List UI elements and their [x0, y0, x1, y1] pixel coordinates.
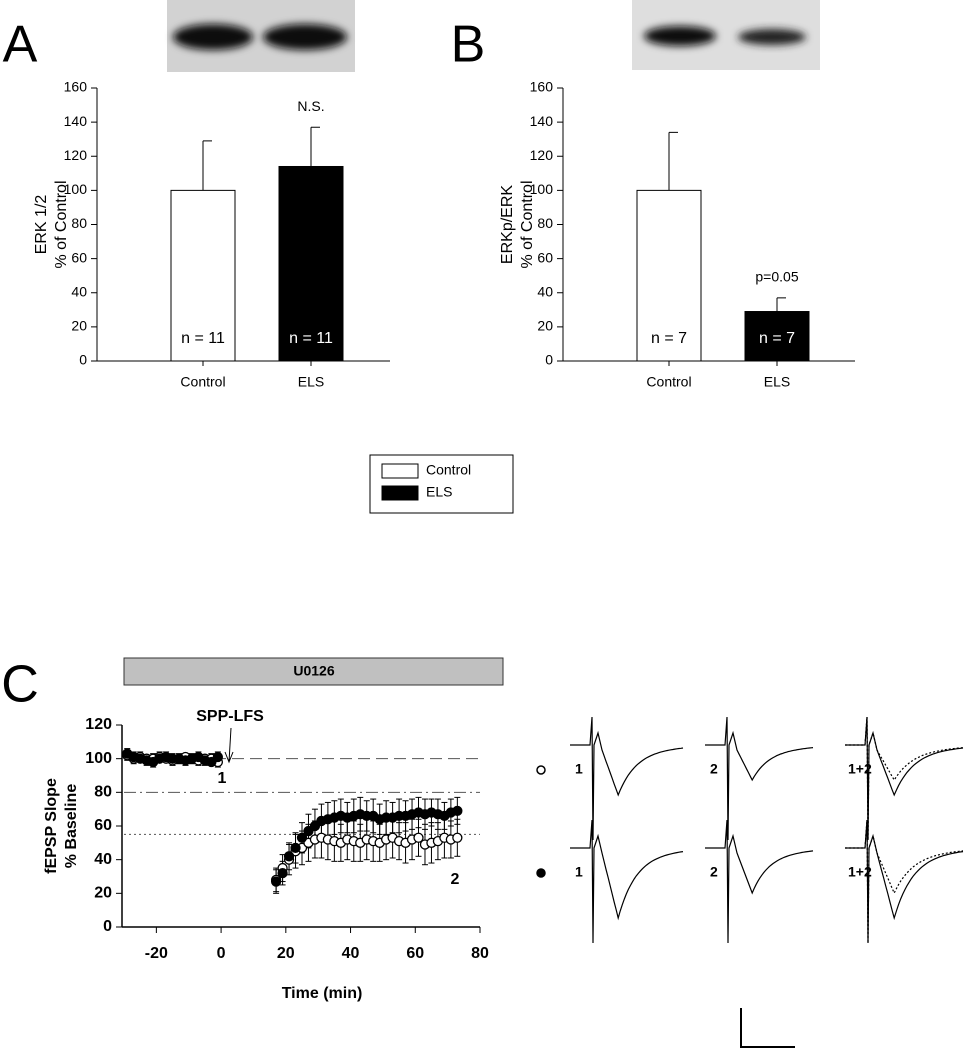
y-tick-label: 60 [537, 249, 553, 265]
y-tick-label: 80 [94, 784, 112, 801]
x-tick-label: 40 [342, 945, 360, 962]
bar-label: n = 11 [289, 330, 333, 347]
y-axis-label: fEPSP Slope [43, 778, 60, 874]
blot-a [167, 0, 355, 72]
data-point [452, 832, 463, 843]
y-axis-label: % of Control [53, 180, 70, 268]
y-tick-label: 120 [85, 716, 112, 733]
legend-swatch [381, 485, 419, 501]
bar [170, 189, 236, 362]
trace-label: 1 [575, 864, 583, 880]
annotation: 1 [218, 770, 227, 787]
bar-label: n = 7 [759, 330, 795, 347]
data-point [452, 805, 463, 816]
panel-letter: A [3, 16, 38, 74]
x-tick-label: 80 [471, 945, 489, 962]
y-tick-label: 140 [64, 113, 88, 129]
trace-marker [536, 868, 546, 878]
trace-marker [536, 765, 546, 775]
y-tick-label: 0 [545, 352, 553, 368]
y-tick-label: 80 [537, 215, 553, 231]
value-annotation: p=0.05 [755, 269, 798, 285]
annotation: SPP-LFS [196, 708, 264, 725]
x-tick-label: ELS [298, 374, 324, 390]
y-tick-label: 40 [71, 283, 87, 299]
x-tick-label: 60 [406, 945, 424, 962]
trace [845, 716, 964, 841]
panel-letter: B [451, 16, 486, 74]
y-tick-label: 40 [537, 283, 553, 299]
y-tick-label: 0 [103, 918, 112, 935]
bar-label: n = 7 [651, 330, 687, 347]
trace-label: 1+2 [848, 864, 872, 880]
trace [845, 716, 964, 841]
data-point [283, 851, 295, 862]
data-point [290, 842, 301, 854]
trace [845, 819, 964, 944]
blot-b [632, 0, 820, 70]
y-tick-label: 40 [94, 851, 112, 868]
legend-swatch [381, 463, 419, 479]
value-annotation: N.S. [297, 98, 324, 114]
bar [744, 311, 810, 362]
y-tick-label: 100 [85, 750, 112, 767]
trace-label: 1 [575, 761, 583, 777]
panel-letter: C [1, 656, 39, 714]
bar-label: n = 11 [181, 330, 225, 347]
y-tick-label: 160 [530, 79, 554, 95]
x-tick-label: 0 [217, 945, 226, 962]
drug-bar [123, 657, 504, 686]
y-axis-label: ERK 1/2 [33, 195, 50, 255]
trace-label: 2 [710, 864, 718, 880]
y-tick-label: 100 [64, 181, 88, 197]
y-tick-label: 80 [71, 215, 87, 231]
x-tick-label: Control [646, 374, 691, 390]
trace [705, 716, 814, 841]
data-point [296, 832, 308, 843]
x-tick-label: Control [180, 374, 225, 390]
y-tick-label: 20 [71, 318, 87, 334]
bar [636, 189, 702, 362]
trace [845, 819, 964, 944]
y-tick-label: 60 [94, 817, 112, 834]
data-point [270, 876, 282, 887]
y-tick-label: 140 [530, 113, 554, 129]
y-tick-label: 100 [530, 181, 554, 197]
y-axis-label: % Baseline [63, 784, 80, 869]
legend-label: ELS [426, 484, 452, 500]
y-tick-label: 0 [79, 352, 87, 368]
data-point [212, 751, 224, 763]
x-tick-label: 20 [277, 945, 295, 962]
y-tick-label: 20 [537, 318, 553, 334]
legend-label: Control [426, 462, 471, 478]
bar [278, 165, 344, 362]
y-axis-label: % of Control [519, 180, 536, 268]
y-tick-label: 20 [94, 885, 112, 902]
drug-bar-label: U0126 [293, 663, 334, 679]
trace-label: 2 [710, 761, 718, 777]
y-axis-label: ERKp/ERK [499, 185, 516, 264]
annotation-arrow [224, 727, 234, 764]
data-point [277, 867, 288, 879]
x-tick-label: -20 [145, 945, 168, 962]
y-tick-label: 60 [71, 249, 87, 265]
x-tick-label: ELS [764, 374, 790, 390]
trace [570, 716, 684, 841]
trace [570, 819, 684, 944]
data-point [413, 832, 424, 843]
trace [705, 819, 814, 944]
annotation: 2 [451, 871, 460, 888]
y-tick-label: 120 [64, 147, 88, 163]
scale-bar [740, 1008, 795, 1048]
trace-label: 1+2 [848, 761, 872, 777]
y-tick-label: 120 [530, 147, 554, 163]
y-tick-label: 160 [64, 79, 88, 95]
x-axis-label: Time (min) [282, 985, 363, 1002]
